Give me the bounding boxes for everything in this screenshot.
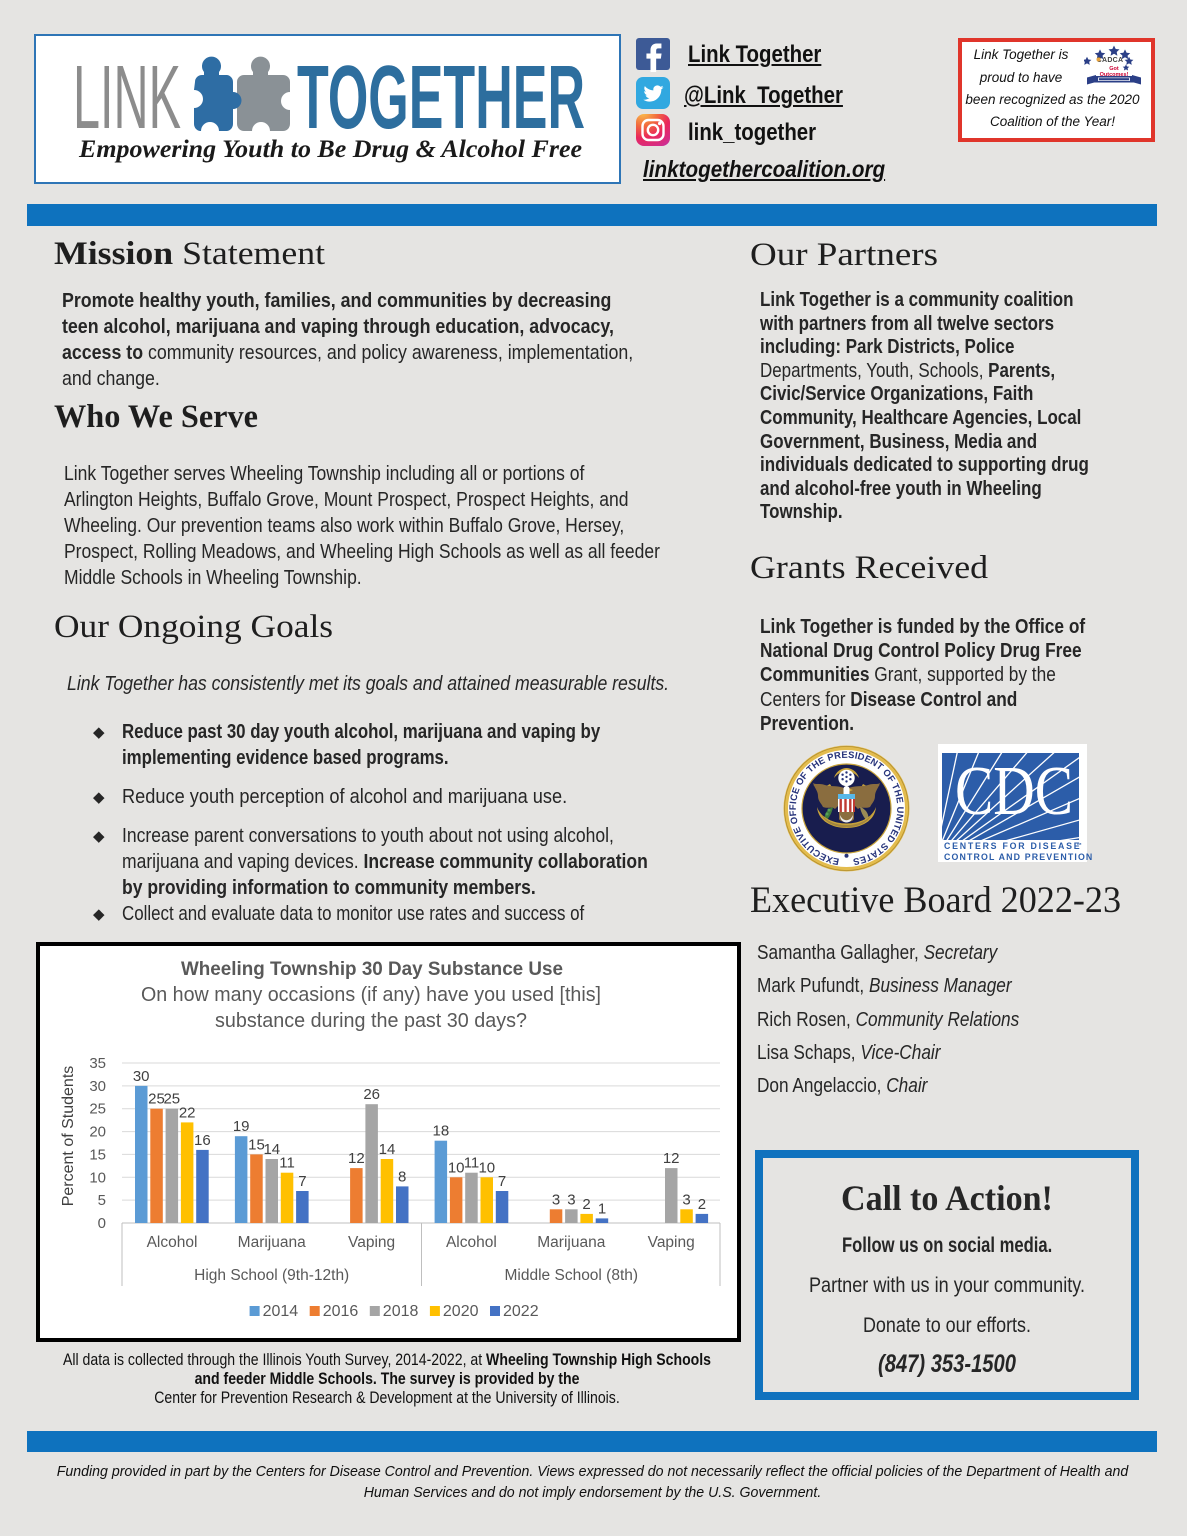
svg-text:5: 5 (98, 1192, 106, 1209)
svg-text:2020: 2020 (443, 1303, 479, 1320)
svg-text:14: 14 (379, 1141, 396, 1158)
svg-text:20: 20 (89, 1124, 106, 1141)
svg-text:8: 8 (398, 1168, 406, 1185)
svg-text:15: 15 (89, 1146, 106, 1163)
svg-text:2018: 2018 (383, 1303, 419, 1320)
svg-text:1: 1 (598, 1200, 606, 1217)
svg-text:Percent of Students: Percent of Students (60, 1066, 77, 1207)
svg-text:Alcohol: Alcohol (446, 1234, 497, 1251)
svg-text:15: 15 (248, 1136, 265, 1153)
svg-text:11: 11 (279, 1155, 295, 1172)
svg-text:Empowering Youth to Be Drug &: Empowering Youth to Be Drug & Alcohol Fr… (78, 136, 582, 163)
svg-text:CADCA: CADCA (1097, 57, 1124, 64)
svg-text:3: 3 (682, 1191, 690, 1208)
svg-text:Alcohol: Alcohol (147, 1234, 198, 1251)
svg-text:18: 18 (433, 1123, 450, 1140)
svg-text:25: 25 (89, 1101, 106, 1118)
svg-text:10: 10 (89, 1169, 106, 1186)
svg-text:0: 0 (98, 1215, 106, 1232)
svg-text:Middle School (8th): Middle School (8th) (505, 1267, 639, 1284)
svg-text:30: 30 (89, 1078, 106, 1095)
svg-text:22: 22 (179, 1104, 196, 1121)
svg-text:CDC: CDC (955, 753, 1073, 830)
svg-text:Marijuana: Marijuana (537, 1234, 605, 1251)
svg-text:LINK: LINK (73, 48, 181, 148)
svg-text:TOGETHER: TOGETHER (297, 48, 585, 148)
svg-text:10: 10 (448, 1159, 465, 1176)
svg-text:19: 19 (233, 1118, 250, 1135)
svg-text:2: 2 (698, 1196, 706, 1213)
svg-text:Vaping: Vaping (348, 1234, 395, 1251)
svg-text:7: 7 (498, 1173, 506, 1190)
svg-text:26: 26 (363, 1086, 380, 1103)
svg-text:25: 25 (148, 1091, 165, 1108)
svg-text:Marijuana: Marijuana (238, 1234, 306, 1251)
svg-text:2016: 2016 (323, 1303, 359, 1320)
svg-text:12: 12 (348, 1150, 365, 1167)
svg-text:™: ™ (1076, 842, 1082, 849)
svg-text:2022: 2022 (503, 1303, 539, 1320)
svg-text:35: 35 (89, 1055, 106, 1072)
svg-text:11: 11 (464, 1155, 480, 1172)
svg-text:Got: Got (1109, 66, 1119, 72)
svg-text:30: 30 (133, 1068, 150, 1085)
svg-text:12: 12 (663, 1150, 680, 1167)
svg-text:CONTROL AND PREVENTION: CONTROL AND PREVENTION (944, 852, 1092, 862)
svg-text:10: 10 (478, 1159, 495, 1176)
svg-text:On how many occasions (if any): On how many occasions (if any) have you … (141, 984, 601, 1006)
svg-text:substance during the past 30 d: substance during the past 30 days? (215, 1010, 527, 1032)
svg-text:Outcomes!: Outcomes! (1100, 72, 1129, 78)
svg-text:16: 16 (194, 1132, 211, 1149)
svg-text:3: 3 (552, 1191, 560, 1208)
svg-text:7: 7 (298, 1173, 306, 1190)
svg-text:3: 3 (567, 1191, 575, 1208)
svg-text:High School (9th-12th): High School (9th-12th) (194, 1267, 349, 1284)
svg-text:Wheeling Township 30 Day Subst: Wheeling Township 30 Day Substance Use (181, 958, 563, 980)
svg-text:25: 25 (163, 1091, 180, 1108)
svg-text:2014: 2014 (263, 1303, 299, 1320)
svg-text:CENTERS FOR DISEASE: CENTERS FOR DISEASE (944, 841, 1081, 851)
svg-text:14: 14 (263, 1141, 280, 1158)
svg-text:2: 2 (582, 1196, 590, 1213)
svg-text:Vaping: Vaping (648, 1234, 695, 1251)
